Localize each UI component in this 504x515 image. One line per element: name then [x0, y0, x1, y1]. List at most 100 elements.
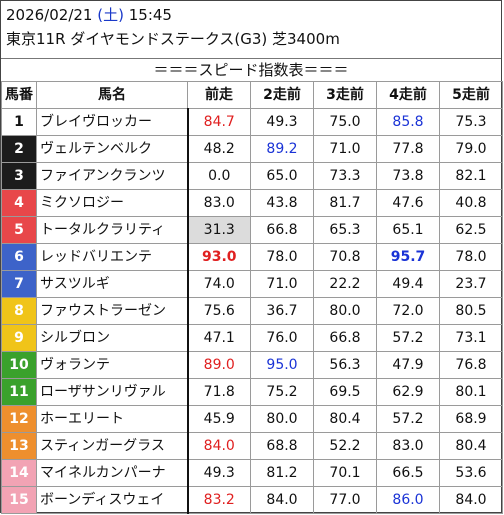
horse-number: 1 [1, 108, 37, 136]
table-row: 12 ホーエリート 45.9 80.0 80.4 57.2 68.9 [1, 405, 503, 433]
horse-name: トータルクラリティ [36, 216, 189, 244]
horse-name: レッドバリエンテ [36, 243, 189, 271]
speed-index-value: 80.0 [250, 405, 314, 433]
speed-index-value: 83.0 [376, 432, 440, 460]
speed-index-value: 57.2 [376, 405, 440, 433]
speed-index-value: 47.9 [376, 351, 440, 379]
horse-number: 13 [1, 432, 37, 460]
speed-index-value: 70.8 [313, 243, 377, 271]
horse-name: シルブロン [36, 324, 189, 352]
speed-index-value: 62.9 [376, 378, 440, 406]
speed-index-value: 43.8 [250, 189, 314, 217]
speed-index-value: 0.0 [187, 162, 251, 190]
speed-index-value: 52.2 [313, 432, 377, 460]
speed-index-value: 31.3 [187, 216, 251, 244]
speed-index-value: 80.5 [439, 297, 503, 325]
table-row: 1 ブレイヴロッカー 84.7 49.3 75.0 85.8 75.3 [1, 108, 503, 136]
race-time: 15:45 [128, 6, 172, 24]
race-datetime: 2026/02/21 (土) 15:45 [6, 5, 172, 25]
table-row: 13 スティンガーグラス 84.0 68.8 52.2 83.0 80.4 [1, 432, 503, 460]
speed-index-value: 93.0 [187, 243, 251, 271]
speed-index-value: 79.0 [439, 135, 503, 163]
speed-index-value: 48.2 [187, 135, 251, 163]
speed-index-value: 85.8 [376, 108, 440, 136]
horse-number: 6 [1, 243, 37, 271]
header-last-race: 前走 [187, 81, 251, 109]
speed-index-value: 56.3 [313, 351, 377, 379]
speed-index-value: 40.8 [439, 189, 503, 217]
horse-name: ヴォランテ [36, 351, 189, 379]
speed-index-value: 75.2 [250, 378, 314, 406]
speed-index-value: 68.8 [250, 432, 314, 460]
speed-index-value: 47.1 [187, 324, 251, 352]
speed-index-value: 81.2 [250, 459, 314, 487]
table-row: 9 シルブロン 47.1 76.0 66.8 57.2 73.1 [1, 324, 503, 352]
speed-index-value: 49.4 [376, 270, 440, 298]
table-row: 2 ヴェルテンベルク 48.2 89.2 71.0 77.8 79.0 [1, 135, 503, 163]
header-4-races-ago: 4走前 [376, 81, 440, 109]
speed-index-value: 71.8 [187, 378, 251, 406]
horse-name: ブレイヴロッカー [36, 108, 189, 136]
horse-number: 14 [1, 459, 37, 487]
table-row: 4 ミクソロジー 83.0 43.8 81.7 47.6 40.8 [1, 189, 503, 217]
header-2-races-ago: 2走前 [250, 81, 314, 109]
horse-number: 10 [1, 351, 37, 379]
table-row: 6 レッドバリエンテ 93.0 78.0 70.8 95.7 78.0 [1, 243, 503, 271]
speed-index-value: 86.0 [376, 486, 440, 514]
table-row: 11 ローザサンリヴァル 71.8 75.2 69.5 62.9 80.1 [1, 378, 503, 406]
speed-index-value: 80.0 [313, 297, 377, 325]
speed-index-value: 23.7 [439, 270, 503, 298]
speed-index-value: 66.8 [250, 216, 314, 244]
horse-number: 12 [1, 405, 37, 433]
horse-name: スティンガーグラス [36, 432, 189, 460]
speed-index-value: 57.2 [376, 324, 440, 352]
speed-index-value: 76.8 [439, 351, 503, 379]
speed-index-value: 77.0 [313, 486, 377, 514]
table-row: 10 ヴォランテ 89.0 95.0 56.3 47.9 76.8 [1, 351, 503, 379]
speed-index-value: 75.0 [313, 108, 377, 136]
speed-index-value: 81.7 [313, 189, 377, 217]
horse-number: 4 [1, 189, 37, 217]
table-row: 5 トータルクラリティ 31.3 66.8 65.3 65.1 62.5 [1, 216, 503, 244]
horse-name: ファウストラーゼン [36, 297, 189, 325]
speed-index-value: 49.3 [187, 459, 251, 487]
speed-index-value: 78.0 [439, 243, 503, 271]
speed-index-value: 73.8 [376, 162, 440, 190]
horse-name: ファイアンクランツ [36, 162, 189, 190]
speed-index-value: 77.8 [376, 135, 440, 163]
speed-index-value: 75.6 [187, 297, 251, 325]
header-5-races-ago: 5走前 [439, 81, 503, 109]
speed-index-value: 49.3 [250, 108, 314, 136]
speed-index-value: 65.1 [376, 216, 440, 244]
speed-index-value: 36.7 [250, 297, 314, 325]
speed-index-value: 66.8 [313, 324, 377, 352]
horse-number: 5 [1, 216, 37, 244]
horse-name: ボーンディスウェイ [36, 486, 189, 514]
race-date: 2026/02/21 [6, 6, 93, 24]
speed-index-value: 71.0 [313, 135, 377, 163]
speed-index-value: 83.0 [187, 189, 251, 217]
speed-index-value: 71.0 [250, 270, 314, 298]
horse-number: 11 [1, 378, 37, 406]
speed-index-value: 80.1 [439, 378, 503, 406]
speed-index-value: 74.0 [187, 270, 251, 298]
speed-index-value: 83.2 [187, 486, 251, 514]
horse-number: 3 [1, 162, 37, 190]
header-3-races-ago: 3走前 [313, 81, 377, 109]
speed-index-value: 66.5 [376, 459, 440, 487]
speed-index-value: 45.9 [187, 405, 251, 433]
speed-index-value: 72.0 [376, 297, 440, 325]
speed-index-value: 80.4 [439, 432, 503, 460]
horse-name: ミクソロジー [36, 189, 189, 217]
speed-index-value: 89.2 [250, 135, 314, 163]
race-day-of-week: (土) [97, 6, 124, 24]
header-horse-name: 馬名 [36, 81, 188, 109]
speed-index-value: 84.0 [187, 432, 251, 460]
speed-index-value: 53.6 [439, 459, 503, 487]
speed-index-value: 70.1 [313, 459, 377, 487]
table-header-row: 馬番 馬名 前走 2走前 3走前 4走前 5走前 [1, 81, 503, 109]
speed-index-value: 82.1 [439, 162, 503, 190]
speed-index-value: 73.1 [439, 324, 503, 352]
horse-name: ホーエリート [36, 405, 189, 433]
speed-index-value: 47.6 [376, 189, 440, 217]
